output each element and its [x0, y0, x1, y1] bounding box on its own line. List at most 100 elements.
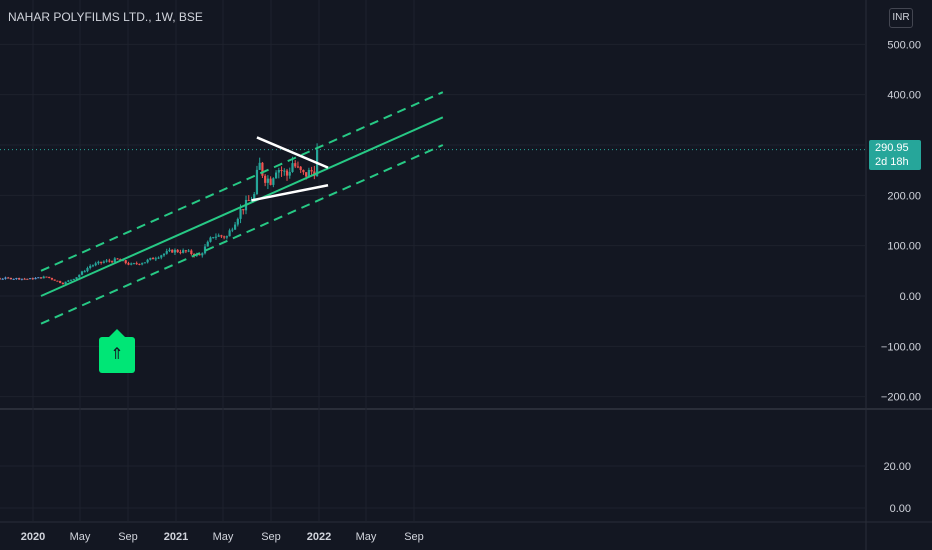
candle	[187, 249, 190, 253]
candle	[31, 277, 34, 280]
candle-body	[127, 263, 130, 265]
candle	[261, 161, 264, 179]
time-tick-label: Sep	[261, 531, 281, 543]
candle-body	[97, 261, 100, 264]
candle-body	[171, 249, 174, 253]
candle	[258, 157, 261, 170]
candle-body	[121, 260, 125, 262]
candle-body	[201, 253, 204, 256]
candle-body	[53, 279, 56, 281]
candle	[124, 259, 127, 265]
candle	[294, 160, 297, 169]
candle-body	[26, 278, 29, 280]
candle-body	[264, 175, 267, 183]
candle-body	[247, 199, 250, 201]
price-tick-label: 0.00	[900, 291, 921, 303]
time-tick-label: May	[356, 531, 377, 543]
price-axis[interactable]: 500.00400.00300.00200.00100.000.00−100.0…	[881, 39, 921, 515]
candle-body	[12, 278, 15, 280]
candle	[135, 261, 138, 265]
candle	[4, 276, 7, 280]
candle	[26, 278, 29, 280]
candle-body	[266, 178, 269, 183]
candle	[59, 280, 62, 284]
candle	[307, 167, 310, 177]
candle	[67, 279, 70, 283]
candle-body	[130, 263, 133, 265]
candle-body	[310, 169, 313, 172]
candle-body	[182, 250, 185, 253]
candle-body	[272, 178, 275, 185]
candle	[127, 261, 130, 266]
candle	[247, 195, 250, 201]
candle-body	[0, 278, 2, 280]
candle-body	[61, 282, 64, 285]
time-tick-label: May	[70, 531, 91, 543]
candle-body	[168, 249, 171, 252]
candle	[242, 208, 245, 215]
candle	[86, 266, 89, 273]
price-tick-label: 500.00	[887, 39, 921, 51]
last-price-tag: 290.95 2d 18h	[869, 140, 921, 170]
candle-body	[305, 172, 308, 177]
candle	[302, 169, 305, 175]
candle-body	[151, 257, 155, 260]
candle-body	[113, 258, 116, 263]
candle	[171, 249, 174, 253]
candle-body	[102, 261, 105, 263]
candle-body	[269, 178, 272, 185]
candle-body	[28, 278, 32, 280]
candle-body	[50, 277, 54, 280]
candle-body	[280, 170, 283, 172]
candle	[116, 258, 119, 260]
candle	[102, 260, 105, 264]
candle-body	[239, 209, 242, 219]
candle	[89, 264, 92, 270]
candle	[91, 264, 95, 268]
candle	[138, 263, 141, 266]
candle-body	[86, 268, 89, 272]
candle	[214, 233, 218, 240]
candle-body	[242, 209, 245, 211]
candle	[61, 282, 64, 285]
candle	[176, 249, 179, 253]
candle	[160, 254, 163, 260]
candle	[264, 174, 267, 187]
candle	[15, 277, 18, 280]
time-axis[interactable]: Sep2020MaySep2021MaySep2022MaySep	[0, 531, 424, 543]
currency-button[interactable]: INR	[889, 8, 913, 28]
candle	[255, 165, 259, 196]
buy-signal-icon[interactable]: ⇑	[99, 329, 135, 373]
candle-body	[80, 271, 84, 275]
candle	[146, 258, 149, 264]
candle	[18, 277, 21, 280]
candle-body	[94, 263, 97, 266]
candle-body	[83, 271, 86, 273]
time-tick-label: 2021	[164, 531, 188, 543]
candle	[228, 228, 231, 237]
candle	[12, 278, 15, 280]
candle-body	[160, 255, 163, 258]
candle-body	[179, 252, 182, 254]
candle-body	[209, 237, 212, 242]
chart-title: NAHAR POLYFILMS LTD., 1W, BSE	[8, 10, 203, 24]
price-tick-label: −200.00	[881, 392, 921, 404]
candle	[151, 257, 155, 260]
candle-body	[100, 261, 103, 263]
candle	[7, 276, 10, 279]
candle-body	[18, 278, 21, 280]
indicator-tick-label: 0.00	[890, 503, 911, 515]
candle-body	[261, 162, 264, 176]
indicator-tick-label: 20.00	[883, 461, 911, 473]
candle	[277, 167, 280, 179]
candle-body	[176, 249, 179, 253]
candle-body	[277, 170, 280, 173]
candle-body	[157, 257, 160, 259]
candle-body	[108, 260, 111, 262]
candle-body	[124, 260, 127, 264]
candle-body	[141, 263, 144, 265]
channel-upper-line	[40, 91, 444, 272]
time-tick-label: Sep	[404, 531, 424, 543]
last-price-label: 290.95	[875, 142, 909, 154]
